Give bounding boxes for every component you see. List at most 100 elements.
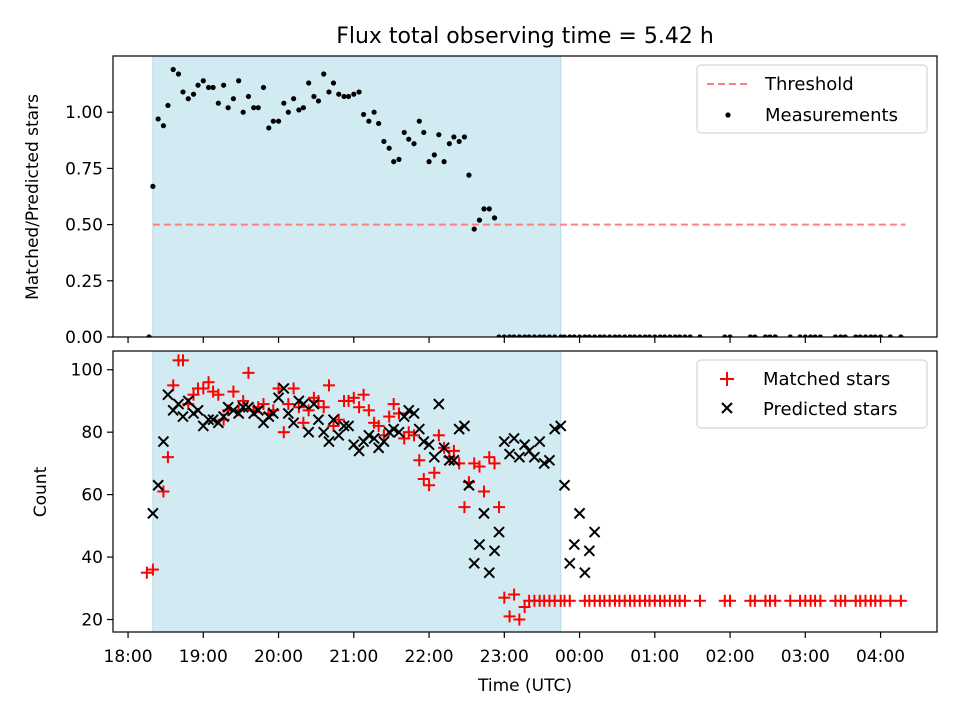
matched-star-point <box>884 594 897 607</box>
predicted-star-point <box>387 423 400 435</box>
measurement-point <box>155 116 161 122</box>
matched-star-point <box>423 479 436 492</box>
observing-window-shade-top <box>152 55 562 338</box>
xtick-label: 03:00 <box>781 647 830 667</box>
measurement-point <box>797 334 803 337</box>
measurement-point <box>285 109 291 115</box>
matched-star-point <box>508 588 521 601</box>
measurement-point <box>511 334 517 337</box>
matched-star-point <box>518 601 531 614</box>
measurement-point <box>597 334 603 337</box>
measurement-point <box>291 96 297 102</box>
matched-star-point <box>678 594 691 607</box>
matched-star-point <box>392 407 405 420</box>
predicted-star-point <box>393 426 405 438</box>
top-axes-frame <box>112 55 938 338</box>
predicted-star-point <box>423 438 435 451</box>
measurement-point <box>868 334 874 337</box>
top-x-ticks <box>127 337 882 343</box>
measurement-point <box>336 91 342 97</box>
measurement-point <box>642 334 648 337</box>
measurement-point <box>360 111 367 118</box>
matched-star-point <box>317 401 330 414</box>
measurement-point <box>461 134 468 140</box>
matched-star-point <box>413 454 426 467</box>
matched-star-point <box>432 429 445 442</box>
matched-star-point <box>513 613 526 626</box>
matched-star-point <box>362 404 375 417</box>
measurement-point <box>762 334 769 337</box>
predicted-star-point <box>549 423 561 435</box>
matched-star-point <box>202 376 215 389</box>
measurement-point <box>296 107 302 113</box>
predicted-star-point <box>227 404 240 417</box>
predicted-star-point <box>533 435 546 448</box>
matched-star-point <box>428 466 441 479</box>
top-ytick-label: 0.50 <box>65 216 103 236</box>
predicted-star-point <box>428 451 441 463</box>
predicted-star-point <box>378 435 390 448</box>
predicted-star-point <box>579 566 591 579</box>
predicted-star-point <box>317 426 330 438</box>
measurement-point <box>496 334 502 337</box>
xtick-label: 02:00 <box>706 647 755 667</box>
top-ytick-label: 1.00 <box>65 103 103 123</box>
predicted-star-point <box>583 545 596 557</box>
measurement-point <box>245 93 252 100</box>
top-ytick-label: 0.25 <box>65 272 103 292</box>
measurement-point <box>471 226 477 232</box>
measurement-point <box>195 82 201 88</box>
measurement-point <box>376 120 382 127</box>
measurement-point <box>300 105 306 111</box>
legend-matched-label: Matched stars <box>763 369 890 390</box>
predicted-star-point <box>202 413 215 426</box>
bottom-legend-box <box>696 359 928 429</box>
predicted-star-point <box>192 404 204 417</box>
measurement-point <box>672 334 678 337</box>
bottom-axes-frame <box>112 350 938 633</box>
measurement-point <box>341 93 347 100</box>
measurement-point <box>747 334 753 337</box>
matched-star-point <box>167 379 180 392</box>
predicted-star-point <box>363 429 375 442</box>
predicted-star-point <box>297 398 310 410</box>
measurement-point <box>652 334 658 337</box>
measurement-point <box>506 334 513 337</box>
measurement-point <box>200 78 206 84</box>
measurement-point <box>190 91 197 97</box>
top-panel: 0.00 0.25 0.50 0.75 1.00 Matched/Predicted s… <box>23 55 938 348</box>
predicted-star-point <box>232 407 245 420</box>
predicted-star-point <box>157 435 170 448</box>
matched-star-point <box>387 398 400 411</box>
measurement-point <box>607 334 613 337</box>
predicted-star-point <box>493 526 505 538</box>
predicted-star-point <box>443 454 456 466</box>
matched-star-point <box>563 594 576 607</box>
matched-star-point <box>417 473 430 486</box>
measurement-point <box>767 334 773 337</box>
measurement-point <box>812 334 818 337</box>
predicted-star-point <box>568 538 580 551</box>
measurement-point <box>616 334 623 337</box>
predicted-star-point <box>538 457 550 470</box>
predicted-star-point <box>172 398 185 410</box>
measurement-point <box>371 109 377 115</box>
measurement-point <box>661 334 668 337</box>
matched-star-point <box>197 382 210 395</box>
bottom-ytick-label: 20 <box>81 611 103 631</box>
legend-predicted-swatch <box>721 402 733 414</box>
measurement-point <box>180 89 186 95</box>
matched-star-point <box>227 385 240 398</box>
star-count-points <box>140 354 907 626</box>
xtick-label: 04:00 <box>856 647 905 667</box>
measurement-point <box>637 334 643 337</box>
matched-star-point <box>212 388 225 401</box>
bottom-ytick-label: 60 <box>81 486 103 506</box>
measurement-point <box>842 334 848 337</box>
top-ytick-label: 0.75 <box>65 159 103 179</box>
measurement-point <box>326 89 332 95</box>
matched-star-point <box>277 426 290 439</box>
measurement-point <box>446 141 452 147</box>
measurement-point <box>546 334 553 337</box>
predicted-star-point <box>353 445 365 457</box>
